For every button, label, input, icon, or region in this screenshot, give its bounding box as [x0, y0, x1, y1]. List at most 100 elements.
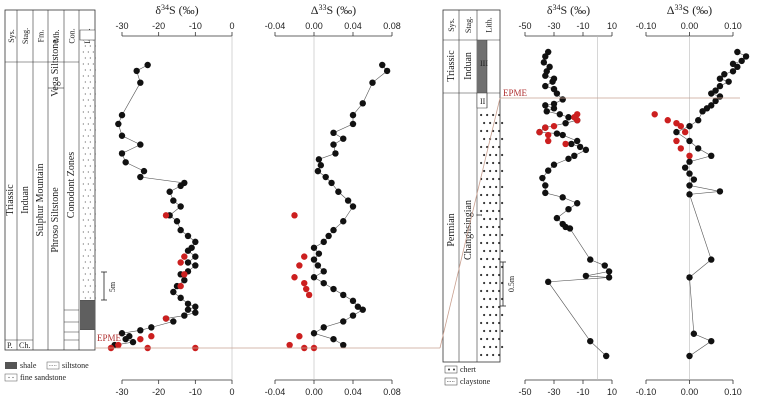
- bottom-tick-label-left_d34S-2: -10: [189, 387, 202, 397]
- data-point-right_D33S-black-13: [712, 97, 719, 105]
- top-tick-label-left_d34S-1: -20: [152, 21, 165, 31]
- data-point-right_D33S-black-32: [690, 330, 698, 337]
- top-tick-label-left_D33S-2: 0.04: [344, 21, 362, 31]
- right-lith-chert-dot: [489, 217, 492, 221]
- left-lith-dot: [94, 273, 96, 275]
- data-point-left_D33S-red-4: [301, 279, 308, 287]
- left-lith-dot: [94, 117, 96, 119]
- right-lith-chert-dot: [483, 233, 486, 237]
- left-lith-dot: [82, 111, 84, 113]
- right-lith-chert-dot: [501, 185, 504, 189]
- legend-sand-dot-2: [12, 376, 14, 379]
- data-point-left_D33S-black-16: [344, 197, 352, 204]
- data-point-left_d34S-black-8: [122, 159, 129, 166]
- left-lith-dot: [89, 237, 91, 239]
- left-lith-dot: [87, 99, 89, 101]
- right-lith-chert-dot: [492, 337, 495, 341]
- left-lith-dot: [84, 93, 86, 95]
- left-lith-dot: [94, 261, 96, 263]
- right-lith-chert-dot: [489, 329, 492, 333]
- left-lith-dot: [82, 87, 84, 89]
- left-lith-dot: [92, 147, 94, 149]
- left-lith-dot: [87, 243, 89, 245]
- top-tick-label-right_D33S-1: 0.00: [681, 21, 699, 31]
- data-point-left_D33S-black-8: [330, 141, 337, 148]
- data-point-left_D33S-black-1: [383, 67, 391, 75]
- right-lith-chert-dot: [501, 153, 504, 157]
- data-point-left_D33S-black-29: [330, 285, 337, 293]
- right-lith-chert-dot: [483, 329, 486, 333]
- data-point-right_d34S-black-38: [553, 214, 561, 222]
- left-lith-dot: [92, 135, 94, 137]
- data-point-left_d34S-black-35: [192, 309, 199, 316]
- data-point-right_d34S-black-19: [562, 119, 569, 127]
- right-header-Sys.: Sys.: [447, 18, 456, 32]
- data-point-left_D33S-black-24: [310, 256, 318, 263]
- right-header-Lith.: Lith.: [485, 17, 494, 32]
- right-lith-chert-dot: [501, 121, 504, 125]
- data-point-left_D33S-black-35: [340, 318, 347, 325]
- left-lith-dot: [92, 195, 94, 197]
- data-point-right_d34S-red-8: [562, 140, 569, 148]
- left-lith-dot: [82, 183, 84, 185]
- bottom-tick-label-left_D33S-2: 0.04: [344, 387, 362, 397]
- data-point-left_D33S-red-2: [296, 262, 303, 269]
- data-point-left_D33S-black-20: [325, 232, 332, 240]
- top-tick-label-left_D33S-1: 0.00: [305, 21, 323, 31]
- right-lith-chert-dot: [492, 241, 495, 245]
- bottom-tick-label-right_d34S-1: -30: [547, 387, 560, 397]
- data-point-left_D33S-black-7: [340, 135, 347, 142]
- left-lith-dot: [92, 159, 94, 161]
- left-lith-dot: [84, 261, 86, 263]
- right-unit-i: I: [475, 213, 484, 216]
- left-lith-dot: [94, 213, 96, 215]
- left-lith-dot: [92, 267, 94, 269]
- data-point-left_d34S-black-40: [137, 327, 144, 334]
- data-point-right_D33S-black-25: [686, 170, 693, 177]
- right-lith-chert-dot: [486, 209, 489, 213]
- left-lith-dot: [94, 93, 96, 95]
- left-lith-dot: [94, 237, 96, 239]
- data-point-left_D33S-black-15: [335, 188, 342, 195]
- bottom-tick-label-left_D33S-3: 0.08: [383, 387, 401, 397]
- bottom-tick-label-left_d34S-0: -30: [115, 387, 128, 397]
- right-lith-chert-dot: [483, 153, 486, 157]
- left-lith-dot: [87, 63, 89, 65]
- left-lith-dot: [94, 81, 96, 83]
- left-lith-dot: [87, 51, 89, 53]
- left-lith-dot: [84, 45, 86, 47]
- data-point-left_d34S-black-39: [148, 324, 155, 331]
- data-point-left_d34S-black-19: [184, 232, 192, 240]
- right-lith-chert-dot: [480, 145, 483, 149]
- left-lith-dot: [82, 159, 84, 161]
- data-point-left_d34S-black-25: [192, 262, 199, 269]
- right-header-Stag.: Stag.: [464, 17, 473, 33]
- data-point-left_D33S-black-12: [314, 167, 322, 175]
- left-lith-dot: [89, 213, 91, 215]
- data-point-left_D33S-black-39: [340, 341, 347, 349]
- data-point-right_D33S-red-7: [686, 152, 693, 160]
- right-lith-chert-dot: [486, 273, 489, 277]
- data-point-right_d34S-red-5: [574, 117, 581, 124]
- data-point-left_D33S-black-6: [330, 129, 337, 137]
- data-point-right_D33S-red-4: [681, 128, 689, 136]
- top-tick-label-left_d34S-3: 0: [229, 21, 234, 31]
- left-header-Stag.: Stag.: [21, 28, 30, 44]
- left-lith-dot: [87, 267, 89, 269]
- data-point-right_d34S-black-32: [539, 174, 546, 182]
- right-lith-chert-dot: [489, 313, 492, 317]
- right-lith-chert-dot: [501, 201, 504, 205]
- right-lith-chert-dot: [495, 185, 498, 189]
- right-lith-chert-dot: [486, 257, 489, 261]
- data-point-right_D33S-red-0: [651, 111, 658, 118]
- legend-sand-dot-1: [8, 376, 10, 379]
- data-point-right_D33S-black-1: [742, 53, 750, 60]
- data-point-right_D33S-black-28: [716, 188, 724, 195]
- data-point-left_d34S-black-1: [133, 67, 140, 75]
- right-lith-chert-dot: [480, 161, 483, 165]
- data-point-left_d34S-black-34: [184, 306, 192, 313]
- data-point-left_d34S-black-36: [181, 312, 188, 319]
- right-lith-chert-dot: [480, 225, 483, 229]
- data-point-left_D33S-red-8: [286, 341, 293, 349]
- left-lith-dot: [84, 177, 86, 179]
